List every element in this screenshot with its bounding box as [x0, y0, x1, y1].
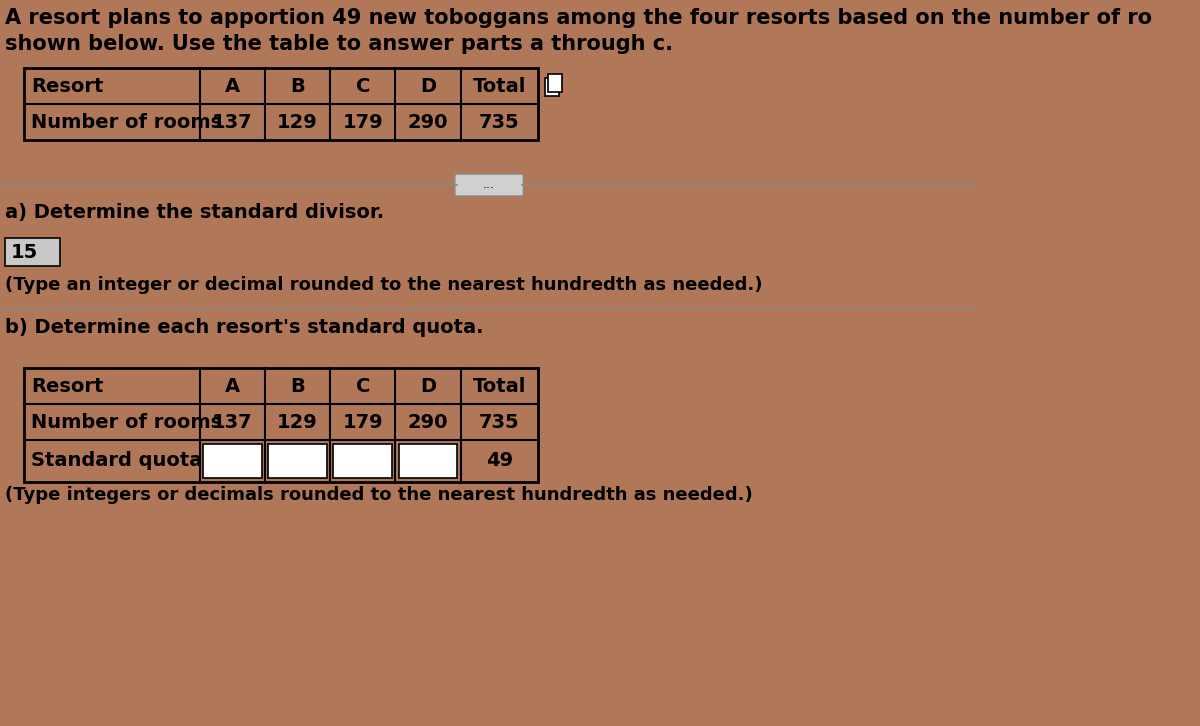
Text: Standard quota: Standard quota	[31, 452, 203, 470]
Text: (Type an integer or decimal rounded to the nearest hundredth as needed.): (Type an integer or decimal rounded to t…	[5, 276, 762, 294]
Bar	[334, 444, 392, 478]
Text: B: B	[290, 76, 305, 96]
Text: Total: Total	[473, 76, 526, 96]
Bar	[203, 444, 262, 478]
Text: b) Determine each resort's standard quota.: b) Determine each resort's standard quot…	[5, 318, 484, 337]
Text: 137: 137	[212, 412, 253, 431]
Text: B: B	[290, 377, 305, 396]
Text: ...: ...	[484, 179, 496, 192]
Bar	[398, 444, 457, 478]
Text: 129: 129	[277, 113, 318, 131]
Text: D: D	[420, 76, 436, 96]
Text: 137: 137	[212, 113, 253, 131]
Text: C: C	[355, 76, 370, 96]
Text: a) Determine the standard divisor.: a) Determine the standard divisor.	[5, 203, 384, 222]
Bar	[24, 368, 538, 482]
Text: A: A	[224, 76, 240, 96]
Text: 49: 49	[486, 452, 512, 470]
Text: (Type integers or decimals rounded to the nearest hundredth as needed.): (Type integers or decimals rounded to th…	[5, 486, 752, 504]
Text: Number of rooms: Number of rooms	[31, 412, 222, 431]
Text: 15: 15	[11, 242, 38, 261]
Text: 290: 290	[408, 412, 449, 431]
FancyBboxPatch shape	[455, 174, 523, 196]
Text: C: C	[355, 377, 370, 396]
Text: D: D	[420, 377, 436, 396]
Text: 735: 735	[479, 412, 520, 431]
Bar	[24, 68, 538, 140]
Bar	[548, 74, 563, 92]
Text: 179: 179	[342, 113, 383, 131]
Text: Resort: Resort	[31, 377, 103, 396]
Text: Total: Total	[473, 377, 526, 396]
Bar	[545, 78, 559, 96]
Text: A resort plans to apportion 49 new toboggans among the four resorts based on the: A resort plans to apportion 49 new tobog…	[5, 8, 1152, 28]
Text: 290: 290	[408, 113, 449, 131]
Text: 129: 129	[277, 412, 318, 431]
Text: 735: 735	[479, 113, 520, 131]
Bar	[268, 444, 326, 478]
Bar	[5, 238, 60, 266]
Text: shown below. Use the table to answer parts a through c.: shown below. Use the table to answer par…	[5, 34, 673, 54]
Text: Resort: Resort	[31, 76, 103, 96]
Text: 179: 179	[342, 412, 383, 431]
Text: Number of rooms: Number of rooms	[31, 113, 222, 131]
Text: A: A	[224, 377, 240, 396]
